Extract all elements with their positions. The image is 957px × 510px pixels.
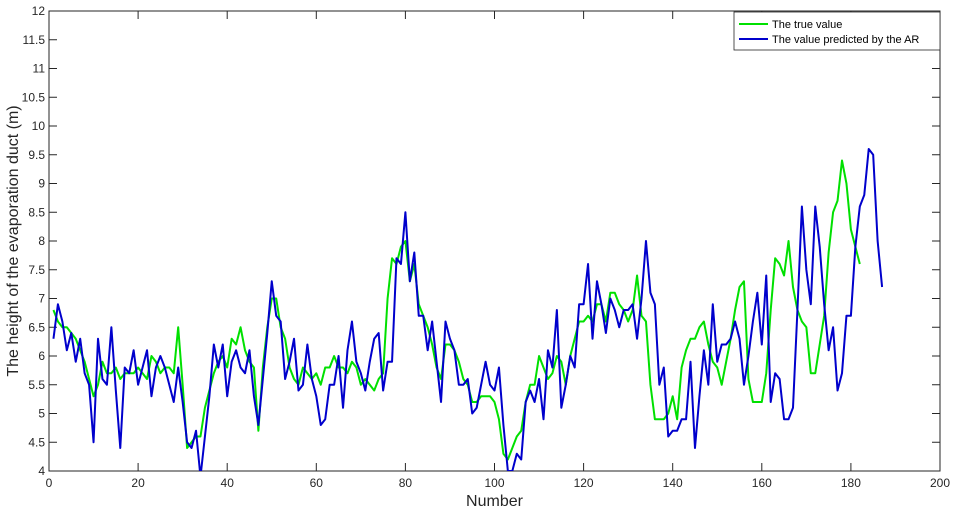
y-tick-label: 8 xyxy=(38,234,45,248)
x-tick-label: 120 xyxy=(574,476,594,490)
x-tick-label: 200 xyxy=(930,476,950,490)
x-tick-label: 160 xyxy=(752,476,772,490)
legend-label-ar-prediction: The value predicted by the AR xyxy=(772,34,919,46)
series-layer xyxy=(52,148,884,471)
legend: The true value The value predicted by th… xyxy=(733,11,941,51)
y-tick-label: 4.5 xyxy=(28,435,45,449)
series-line-ar-prediction xyxy=(52,148,884,471)
plot-area xyxy=(48,10,941,472)
x-tick-label: 100 xyxy=(484,476,504,490)
x-tick-label: 180 xyxy=(841,476,861,490)
series-line-true-value xyxy=(52,159,861,461)
x-tick-label: 20 xyxy=(131,476,145,490)
x-tick-label: 80 xyxy=(399,476,413,490)
y-tick-label: 6 xyxy=(38,349,45,363)
y-tick-label: 9 xyxy=(38,177,45,191)
y-tick-label: 7.5 xyxy=(28,263,45,277)
x-tick-label: 0 xyxy=(46,476,53,490)
y-axis: 4 4.5 5 5.5 6 6.5 7 7.5 8 8.5 9 9.5 10 10.5 11 11.5 12 xyxy=(22,4,940,478)
x-tick-label: 40 xyxy=(221,476,235,490)
y-tick-label: 4 xyxy=(38,464,45,478)
legend-label-true-value: The true value xyxy=(772,19,842,31)
x-axis: 0 20 40 60 80 100 120 140 160 180 200 xyxy=(46,11,950,490)
y-tick-label: 10.5 xyxy=(22,90,46,104)
x-tick-label: 60 xyxy=(310,476,324,490)
y-tick-label: 11 xyxy=(33,62,46,76)
y-tick-label: 10 xyxy=(32,119,46,133)
legend-box xyxy=(733,11,941,51)
y-tick-label: 5.5 xyxy=(28,378,45,392)
y-tick-label: 8.5 xyxy=(28,205,45,219)
x-axis-title: Number xyxy=(466,493,524,510)
y-axis-title: The height of the evaporation duct (m) xyxy=(5,105,22,376)
x-tick-label: 140 xyxy=(663,476,683,490)
y-tick-label: 6.5 xyxy=(28,320,45,334)
y-tick-label: 12 xyxy=(32,4,46,18)
y-tick-label: 9.5 xyxy=(28,148,45,162)
y-tick-label: 11.5 xyxy=(23,33,46,47)
y-tick-label: 5 xyxy=(38,407,45,421)
y-tick-label: 7 xyxy=(38,292,45,306)
